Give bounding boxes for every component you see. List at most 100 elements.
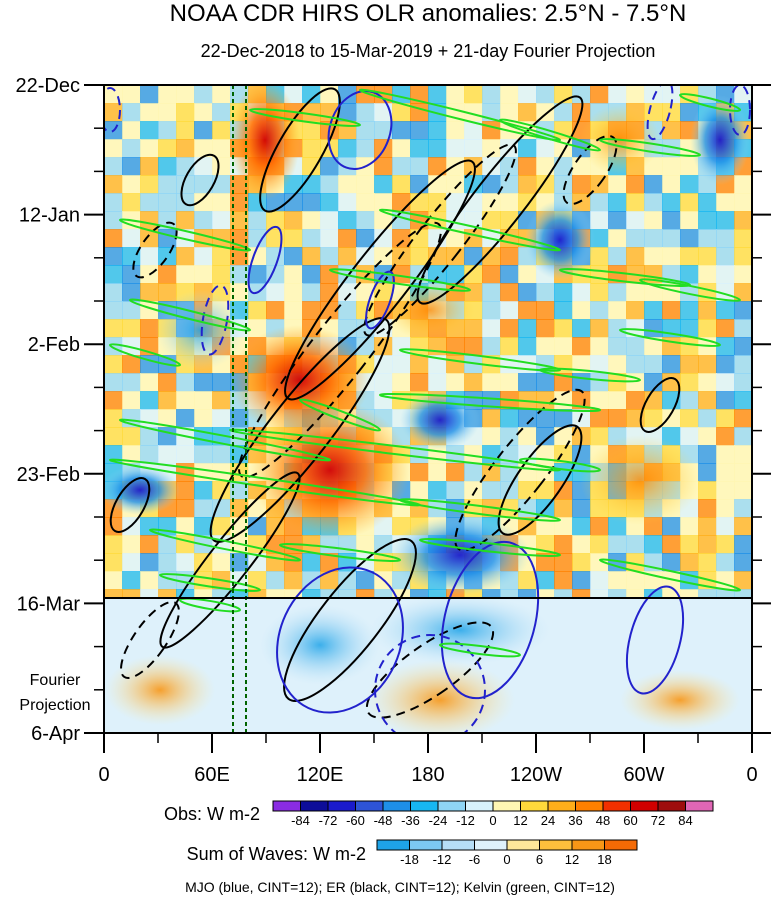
heat-cell xyxy=(212,517,231,536)
heat-cell xyxy=(176,265,195,284)
heat-cell xyxy=(662,517,681,536)
kelvin-contour xyxy=(378,208,562,252)
heat-cell xyxy=(500,193,519,212)
heat-cell xyxy=(356,211,375,230)
heat-cell xyxy=(644,535,663,554)
er-contour xyxy=(284,159,476,401)
heat-cell xyxy=(680,193,699,212)
heat-cell xyxy=(248,517,267,536)
heat-cell xyxy=(158,409,177,428)
heat-cell xyxy=(662,355,681,374)
mjo-contour xyxy=(327,90,393,170)
heat-cell xyxy=(122,103,141,122)
heat-cell xyxy=(518,427,537,446)
heat-cell xyxy=(536,157,555,176)
heat-cell xyxy=(176,85,195,104)
heat-cell xyxy=(680,553,699,572)
heat-cell xyxy=(554,517,573,536)
heat-cell xyxy=(464,499,483,518)
heat-cell xyxy=(734,247,752,266)
heat-cell xyxy=(716,463,735,482)
heat-cell xyxy=(590,211,609,230)
heat-cell xyxy=(194,85,213,104)
heat-cell xyxy=(554,283,573,302)
wave-contours xyxy=(104,85,751,733)
heat-cell xyxy=(338,211,357,230)
heat-cell xyxy=(104,553,123,572)
heat-cell xyxy=(500,157,519,176)
heat-cell xyxy=(572,571,591,590)
heat-cell xyxy=(608,571,627,590)
heat-cell xyxy=(122,193,141,212)
heat-cell xyxy=(338,85,357,104)
heat-cell xyxy=(176,211,195,230)
heat-cell xyxy=(716,337,735,356)
kelvin-contour xyxy=(278,543,402,562)
heat-cell xyxy=(122,319,141,338)
heat-cell xyxy=(446,193,465,212)
heat-cell xyxy=(194,445,213,464)
heat-cell xyxy=(662,157,681,176)
heat-cell xyxy=(392,229,411,248)
heat-cell xyxy=(338,283,357,302)
heat-cell xyxy=(698,373,717,392)
colorbar-swatch xyxy=(410,800,439,812)
projection-blob xyxy=(370,595,550,665)
heat-cell xyxy=(356,535,375,554)
heat-cell xyxy=(446,139,465,158)
heat-cell xyxy=(482,391,501,410)
kelvin-contour xyxy=(128,298,252,332)
heat-cell xyxy=(608,301,627,320)
y-tick-label: 6-Apr xyxy=(31,723,80,745)
heat-cell xyxy=(716,517,735,536)
heat-cell xyxy=(230,445,249,464)
anomaly-blob xyxy=(690,95,750,185)
heat-cell xyxy=(446,355,465,374)
heat-cell xyxy=(104,427,123,446)
heat-cell xyxy=(482,301,501,320)
heat-cell xyxy=(734,211,752,230)
colorbar-swatch xyxy=(376,839,410,851)
heat-cell xyxy=(158,103,177,122)
heat-cell xyxy=(104,409,123,428)
heat-cell xyxy=(338,103,357,122)
heat-cell xyxy=(194,373,213,392)
colorbar-swatch xyxy=(630,800,659,812)
colorbar-tick-label: 24 xyxy=(541,813,555,828)
heat-cell xyxy=(698,427,717,446)
heat-cell xyxy=(140,139,159,158)
heat-cell xyxy=(122,373,141,392)
heat-cell xyxy=(716,247,735,266)
anomaly-blob xyxy=(230,85,300,200)
mjo-contour-dashed xyxy=(104,87,121,133)
heat-cell xyxy=(122,85,141,104)
heat-cell xyxy=(626,175,645,194)
heat-cell xyxy=(554,103,573,122)
heat-cell xyxy=(140,571,159,590)
heat-cell xyxy=(698,445,717,464)
heat-cell xyxy=(122,265,141,284)
heat-cell xyxy=(554,175,573,194)
heat-cell xyxy=(734,571,752,590)
heat-cell xyxy=(464,445,483,464)
heat-cell xyxy=(194,157,213,176)
heat-cell xyxy=(104,517,123,536)
heat-cell xyxy=(716,193,735,212)
heat-cell xyxy=(518,103,537,122)
heat-cell xyxy=(554,373,573,392)
colorbar-swatch xyxy=(685,800,714,812)
heat-cell xyxy=(212,445,231,464)
kelvin-contour xyxy=(358,88,562,142)
heat-cell xyxy=(212,175,231,194)
heat-cell xyxy=(140,535,159,554)
heat-cell xyxy=(356,121,375,140)
heat-cell xyxy=(266,265,285,284)
heat-cell xyxy=(176,103,195,122)
heat-cell xyxy=(518,85,537,104)
heat-cell xyxy=(194,391,213,410)
heat-cell xyxy=(608,409,627,428)
heat-cell xyxy=(608,85,627,104)
heat-cell xyxy=(464,355,483,374)
heat-cell xyxy=(392,337,411,356)
heat-cell xyxy=(734,535,752,554)
